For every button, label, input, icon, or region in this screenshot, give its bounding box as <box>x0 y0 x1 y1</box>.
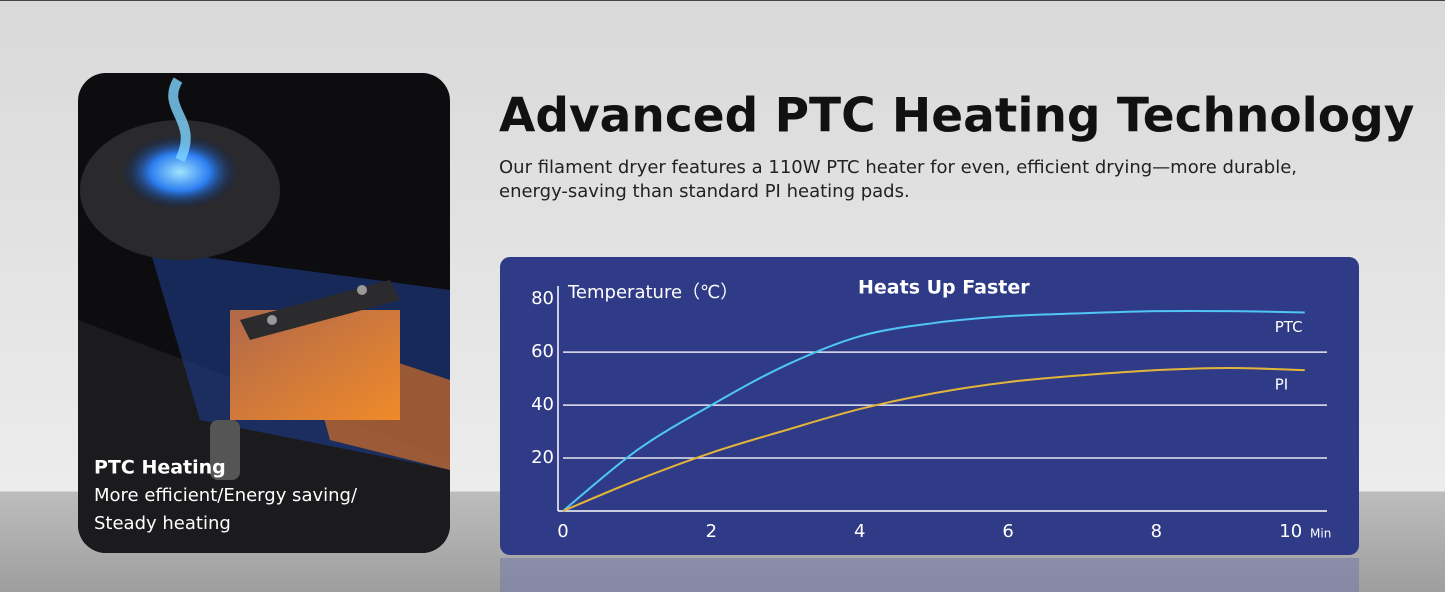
series-line <box>562 309 1305 512</box>
chart-panel <box>500 257 1359 555</box>
description: Our filament dryer features a 110W PTC h… <box>499 157 1297 178</box>
x-unit: Min <box>1310 527 1331 541</box>
y-tick-label: 80 <box>531 288 554 309</box>
x-tick-label: 2 <box>706 521 717 542</box>
x-tick-label: 6 <box>1002 521 1013 542</box>
description: energy-saving than standard PI heating p… <box>499 181 910 202</box>
y-tick-label: 40 <box>531 394 554 415</box>
top-border <box>0 0 1445 1</box>
card-title: PTC Heating <box>94 457 226 479</box>
chart-title: Heats Up Faster <box>858 277 1030 299</box>
x-tick-label: 10 <box>1279 521 1302 542</box>
y-axis-label: Temperature（℃） <box>567 282 738 303</box>
series-label: PTC <box>1275 318 1303 336</box>
card-line: More efficient/Energy saving/ <box>94 485 358 506</box>
series-line <box>562 367 1305 512</box>
headline: Advanced PTC Heating Technology <box>499 89 1414 144</box>
panel-reflection <box>500 558 1359 592</box>
plot: 20 40 60 80 0 2 4 6 8 10 PTC PI <box>531 286 1327 542</box>
x-tick-label: 4 <box>854 521 865 542</box>
product-image <box>78 73 450 553</box>
y-tick-label: 60 <box>531 341 554 362</box>
card-line: Steady heating <box>94 513 231 534</box>
x-tick-label: 8 <box>1151 521 1162 542</box>
x-tick-label: 0 <box>557 521 568 542</box>
y-tick-label: 20 <box>531 447 554 468</box>
series-label: PI <box>1275 376 1288 394</box>
